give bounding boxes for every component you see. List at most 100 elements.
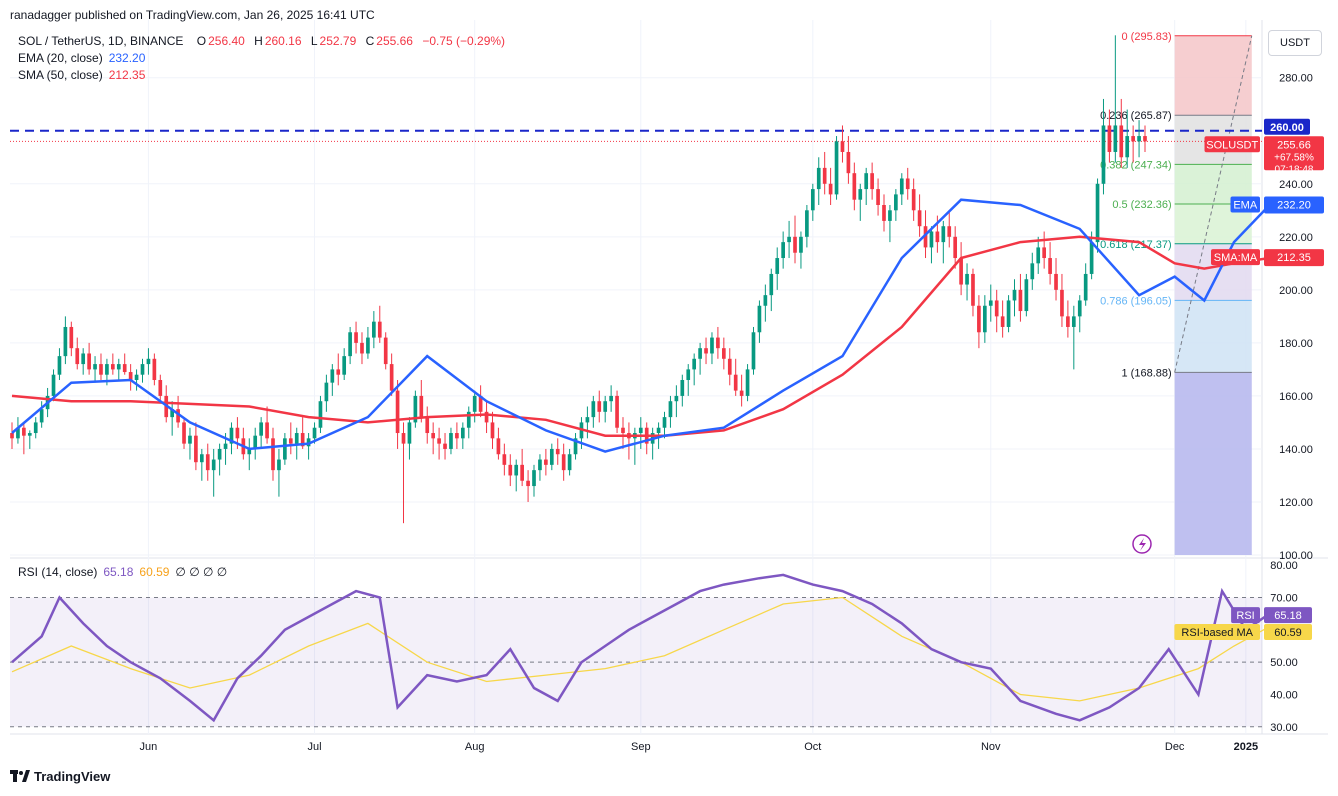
- rsi-y-tick-label: 40.00: [1270, 689, 1298, 701]
- candle-body: [496, 438, 501, 455]
- candle-body: [816, 167, 821, 190]
- lightning-icon-bolt: [1139, 538, 1146, 551]
- candle-body: [176, 409, 180, 423]
- candle-body: [882, 205, 886, 221]
- candle-body: [372, 321, 376, 338]
- x-tick-label: Jun: [140, 741, 158, 753]
- candle-body: [105, 364, 109, 375]
- x-tick-label: Sep: [631, 741, 651, 753]
- candle-body: [140, 364, 145, 375]
- candle-body: [490, 422, 495, 439]
- candle-body: [455, 433, 459, 439]
- rsi-y-tick-label: 30.00: [1270, 722, 1298, 734]
- sma-legend-value: 212.35: [108, 68, 146, 82]
- candle-body: [615, 395, 619, 428]
- candle-body: [324, 382, 329, 402]
- candle-body: [1125, 136, 1130, 158]
- candle-body: [923, 226, 928, 248]
- candle-body: [229, 427, 234, 444]
- lightning-icon-circle: [1132, 534, 1152, 554]
- candle-body: [259, 422, 263, 436]
- main-y-tick-label: 100.00: [1279, 550, 1313, 562]
- candle-body: [959, 258, 963, 285]
- rsi-legend: RSI (14, close) 65.18 60.59 ∅ ∅ ∅ ∅: [18, 565, 227, 579]
- fib-zone: [1174, 300, 1252, 373]
- candle-body: [603, 401, 608, 412]
- candle-body: [75, 348, 80, 365]
- candle-body: [929, 231, 934, 248]
- candle-body: [870, 173, 874, 190]
- candle-body: [532, 470, 536, 487]
- fib-level-label: 0.786 (196.05): [1100, 295, 1172, 307]
- footer-brand-text: TradingView: [34, 769, 111, 784]
- candle-body: [81, 353, 86, 365]
- candle-body: [935, 231, 940, 243]
- candle-body: [472, 395, 477, 412]
- candle-body: [1018, 289, 1023, 312]
- candle-body: [377, 321, 382, 338]
- rsi-ma-legend-value: 60.59: [139, 565, 170, 579]
- candle-body: [514, 464, 519, 476]
- x-tick-label: 2025: [1234, 741, 1258, 753]
- candle-body: [431, 433, 436, 439]
- last-price-tag-label-bg: [1204, 136, 1260, 153]
- rsi-y-tick-label: 80.00: [1270, 560, 1298, 572]
- candle-body: [822, 167, 827, 184]
- candle-body: [1006, 300, 1011, 327]
- candle-body: [1083, 273, 1088, 301]
- ema-legend: EMA (20, close) 232.20: [18, 51, 145, 65]
- candle-body: [33, 422, 38, 434]
- candle-body: [555, 448, 560, 455]
- ema-legend-value: 232.20: [108, 51, 146, 65]
- main-y-tick-label: 180.00: [1279, 338, 1313, 350]
- candle-body: [99, 364, 103, 375]
- candle-body: [134, 374, 139, 380]
- candle-body: [733, 374, 738, 391]
- candle-body: [757, 305, 762, 333]
- candle-body: [1036, 247, 1041, 264]
- candle-body: [621, 427, 625, 434]
- main-y-tick-label: 160.00: [1279, 391, 1313, 403]
- candle-body: [1143, 136, 1147, 142]
- candle-body: [111, 364, 115, 370]
- candle-body: [354, 332, 358, 343]
- candle-body: [1137, 136, 1141, 142]
- candle-body: [686, 369, 691, 380]
- currency-button[interactable]: USDT: [1268, 30, 1322, 56]
- candle-body: [1030, 263, 1035, 280]
- fib-level-label: 0.5 (232.36): [1112, 199, 1171, 211]
- fib-level-label: 0.236 (265.87): [1100, 110, 1172, 122]
- x-tick-label: Aug: [465, 741, 485, 753]
- candle-body: [93, 364, 97, 370]
- candle-body: [775, 258, 780, 274]
- candle-body: [805, 210, 809, 237]
- candle-body: [668, 401, 673, 418]
- ema-tag-value: 232.20: [1277, 199, 1311, 211]
- candle-body: [27, 433, 32, 436]
- rsi-tag-value-bg: [1264, 607, 1312, 624]
- candle-body: [947, 226, 952, 237]
- candle-body: [330, 369, 335, 383]
- candle-body: [211, 459, 216, 471]
- candle-body: [223, 443, 228, 449]
- x-tick-label: Dec: [1165, 741, 1185, 753]
- candle-body: [205, 454, 210, 471]
- candle-body: [194, 435, 198, 463]
- footer-brand: TradingView: [10, 769, 110, 784]
- main-y-tick-label: 220.00: [1279, 232, 1313, 244]
- sma-legend-label: SMA (50, close): [18, 68, 103, 82]
- candle-body: [520, 464, 524, 481]
- candle-body: [360, 342, 364, 354]
- candle-body: [1042, 247, 1046, 259]
- candle-body: [128, 372, 133, 380]
- candle-body: [383, 337, 388, 365]
- candle-body: [716, 337, 720, 349]
- candle-body: [146, 358, 151, 365]
- candle-body: [294, 433, 299, 444]
- candle-body: [407, 422, 412, 444]
- sma50-line: [11, 235, 1270, 437]
- x-tick-label: Oct: [804, 741, 821, 753]
- candle-body: [680, 380, 685, 396]
- candle-body: [567, 454, 572, 471]
